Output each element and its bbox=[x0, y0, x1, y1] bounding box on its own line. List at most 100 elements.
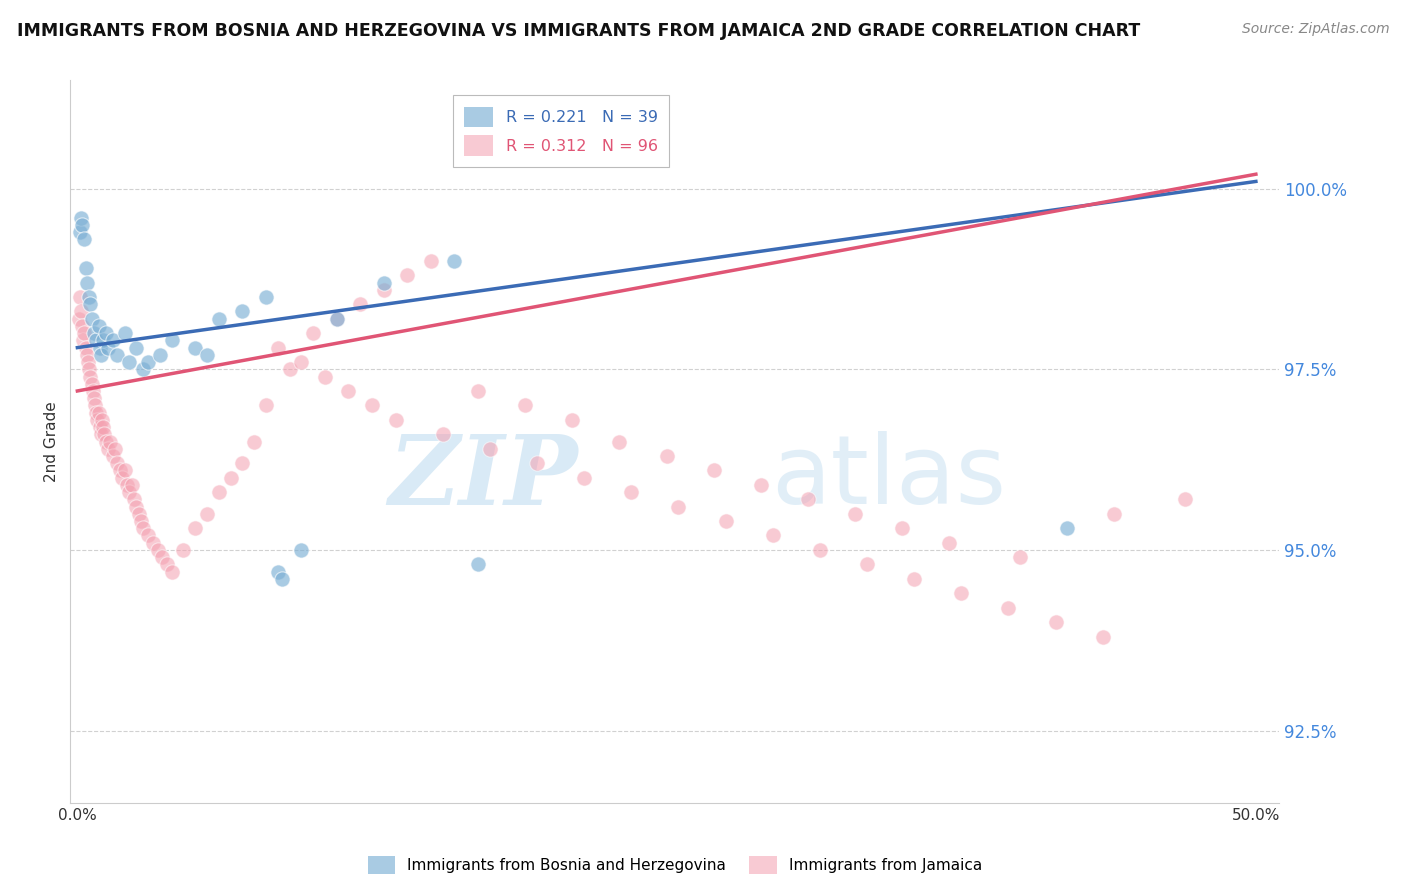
Point bbox=[668, 500, 690, 514]
Point bbox=[278, 362, 301, 376]
Point bbox=[290, 355, 312, 369]
Point bbox=[84, 334, 107, 348]
Text: IMMIGRANTS FROM BOSNIA AND HERZEGOVINA VS IMMIGRANTS FROM JAMAICA 2ND GRADE CORR: IMMIGRANTS FROM BOSNIA AND HERZEGOVINA V… bbox=[17, 22, 1140, 40]
Point bbox=[76, 276, 98, 290]
Point bbox=[75, 341, 97, 355]
Point bbox=[132, 362, 155, 376]
Point bbox=[361, 398, 384, 412]
Point bbox=[84, 398, 107, 412]
Point bbox=[337, 384, 360, 398]
Legend: R = 0.221   N = 39, R = 0.312   N = 96: R = 0.221 N = 39, R = 0.312 N = 96 bbox=[453, 95, 669, 167]
Point bbox=[115, 478, 138, 492]
Point bbox=[290, 543, 312, 558]
Point bbox=[432, 427, 454, 442]
Legend: Immigrants from Bosnia and Herzegovina, Immigrants from Jamaica: Immigrants from Bosnia and Herzegovina, … bbox=[361, 850, 988, 880]
Point bbox=[373, 276, 395, 290]
Point bbox=[443, 253, 465, 268]
Point bbox=[87, 318, 110, 333]
Point bbox=[195, 507, 218, 521]
Point bbox=[219, 471, 242, 485]
Point bbox=[208, 311, 231, 326]
Point bbox=[97, 442, 120, 456]
Point bbox=[1045, 615, 1067, 630]
Point bbox=[184, 341, 207, 355]
Point bbox=[125, 500, 148, 514]
Point bbox=[125, 341, 148, 355]
Point bbox=[146, 543, 169, 558]
Point bbox=[70, 211, 93, 225]
Point bbox=[267, 341, 290, 355]
Point bbox=[77, 355, 100, 369]
Point bbox=[195, 348, 218, 362]
Point bbox=[314, 369, 336, 384]
Point bbox=[325, 311, 347, 326]
Point bbox=[72, 334, 94, 348]
Point bbox=[114, 463, 136, 477]
Point bbox=[73, 326, 96, 341]
Point bbox=[89, 420, 111, 434]
Point bbox=[98, 434, 121, 449]
Point bbox=[121, 478, 143, 492]
Point bbox=[70, 218, 93, 232]
Point bbox=[478, 442, 501, 456]
Point bbox=[80, 311, 103, 326]
Point bbox=[79, 369, 101, 384]
Point bbox=[73, 232, 96, 246]
Point bbox=[808, 543, 831, 558]
Point bbox=[77, 362, 100, 376]
Point bbox=[844, 507, 866, 521]
Point bbox=[515, 398, 537, 412]
Point bbox=[160, 334, 183, 348]
Point bbox=[108, 463, 131, 477]
Point bbox=[94, 434, 117, 449]
Point bbox=[1091, 630, 1114, 644]
Point bbox=[69, 290, 91, 304]
Point bbox=[891, 521, 914, 535]
Point bbox=[87, 406, 110, 420]
Point bbox=[302, 326, 325, 341]
Point bbox=[75, 261, 97, 276]
Point bbox=[149, 348, 172, 362]
Point bbox=[655, 449, 678, 463]
Point bbox=[83, 391, 105, 405]
Point bbox=[325, 311, 347, 326]
Point bbox=[231, 304, 253, 318]
Point bbox=[609, 434, 631, 449]
Point bbox=[267, 565, 290, 579]
Point bbox=[856, 558, 879, 572]
Text: ZIP: ZIP bbox=[388, 431, 578, 524]
Point bbox=[150, 550, 173, 565]
Point bbox=[396, 268, 419, 283]
Point bbox=[160, 565, 183, 579]
Point bbox=[67, 311, 90, 326]
Point bbox=[950, 586, 973, 600]
Point bbox=[620, 485, 643, 500]
Point bbox=[1056, 521, 1078, 535]
Point bbox=[91, 420, 114, 434]
Point bbox=[254, 290, 277, 304]
Point bbox=[572, 471, 595, 485]
Point bbox=[91, 413, 114, 427]
Text: Source: ZipAtlas.com: Source: ZipAtlas.com bbox=[1241, 22, 1389, 37]
Point bbox=[70, 304, 93, 318]
Point bbox=[118, 485, 141, 500]
Point bbox=[97, 341, 120, 355]
Point bbox=[254, 398, 277, 412]
Point bbox=[83, 326, 105, 341]
Point bbox=[128, 507, 150, 521]
Point bbox=[90, 348, 112, 362]
Point bbox=[903, 572, 925, 586]
Point bbox=[561, 413, 583, 427]
Point bbox=[703, 463, 725, 477]
Point bbox=[70, 318, 93, 333]
Point bbox=[69, 225, 91, 239]
Point bbox=[94, 326, 117, 341]
Point bbox=[762, 528, 785, 542]
Point bbox=[231, 456, 253, 470]
Point bbox=[104, 442, 127, 456]
Point bbox=[101, 449, 124, 463]
Point bbox=[243, 434, 266, 449]
Point bbox=[467, 558, 489, 572]
Point bbox=[129, 514, 152, 528]
Point bbox=[77, 290, 100, 304]
